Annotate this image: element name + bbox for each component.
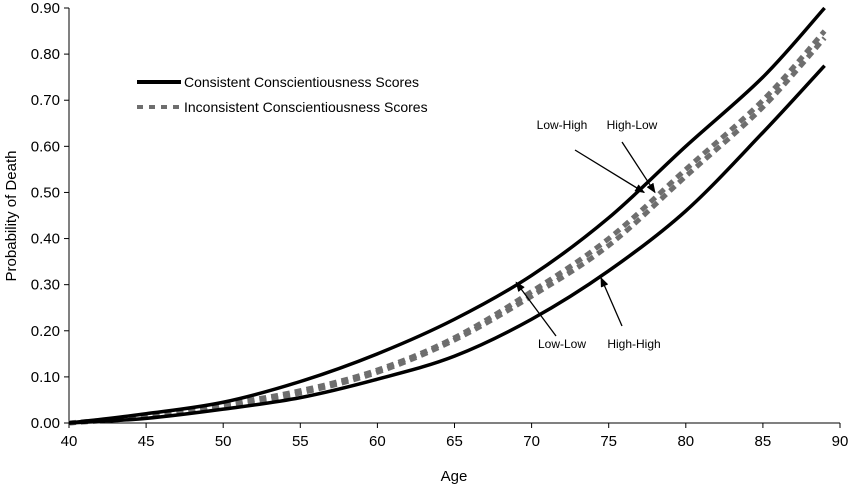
y-tick-label: 0.90 (31, 0, 60, 17)
series-line-consistent-1 (68, 64, 826, 425)
legend: Consistent Conscientiousness Scores Inco… (137, 74, 428, 115)
x-tick-label: 80 (677, 433, 694, 450)
x-tick-label: 75 (600, 433, 617, 450)
annotation-label: Low-High (537, 118, 588, 132)
annotations: Low-High High-Low Low-Low High-High (515, 118, 661, 351)
plot-area (68, 8, 840, 424)
x-axis-ticks: 40 45 50 55 60 65 70 75 80 85 90 (61, 423, 849, 450)
x-tick-label: 60 (369, 433, 386, 450)
annotation-arrow (600, 276, 623, 327)
series-layer (68, 6, 827, 426)
y-tick-label: 0.70 (31, 92, 60, 109)
y-tick-label: 0.50 (31, 184, 60, 201)
annotation-label: Low-Low (538, 337, 586, 351)
annotation-arrow (515, 281, 557, 337)
annotation-arrow (621, 141, 656, 194)
y-tick-label: 0.10 (31, 369, 60, 386)
y-tick-label: 0.20 (31, 323, 60, 340)
x-tick-label: 70 (523, 433, 540, 450)
x-tick-label: 90 (832, 433, 849, 450)
x-axis-title: Age (441, 468, 468, 485)
y-tick-label: 0.00 (31, 415, 60, 432)
legend-label-inconsistent: Inconsistent Conscientiousness Scores (184, 99, 428, 115)
y-axis-ticks: 0.00 0.10 0.20 0.30 0.40 0.50 0.60 0.70 0.80 0.90 (31, 0, 69, 432)
y-tick-label: 0.30 (31, 277, 60, 294)
y-axis-title: Probability of Death (3, 151, 20, 282)
series-line-inconsistent-2 (68, 29, 827, 426)
y-tick-label: 0.40 (31, 231, 60, 248)
x-tick-label: 55 (292, 433, 309, 450)
x-tick-label: 40 (61, 433, 78, 450)
x-tick-label: 45 (138, 433, 155, 450)
x-tick-label: 50 (215, 433, 232, 450)
series-line-inconsistent-3 (68, 36, 827, 426)
annotation-label: High-High (607, 337, 660, 351)
y-tick-label: 0.80 (31, 46, 60, 63)
annotation-label: High-Low (607, 118, 658, 132)
annotation-arrow (574, 149, 646, 193)
series-line-consistent-0 (68, 6, 826, 425)
legend-label-consistent: Consistent Conscientiousness Scores (184, 74, 419, 90)
x-tick-label: 65 (446, 433, 463, 450)
y-tick-label: 0.60 (31, 138, 60, 155)
x-tick-label: 85 (755, 433, 772, 450)
